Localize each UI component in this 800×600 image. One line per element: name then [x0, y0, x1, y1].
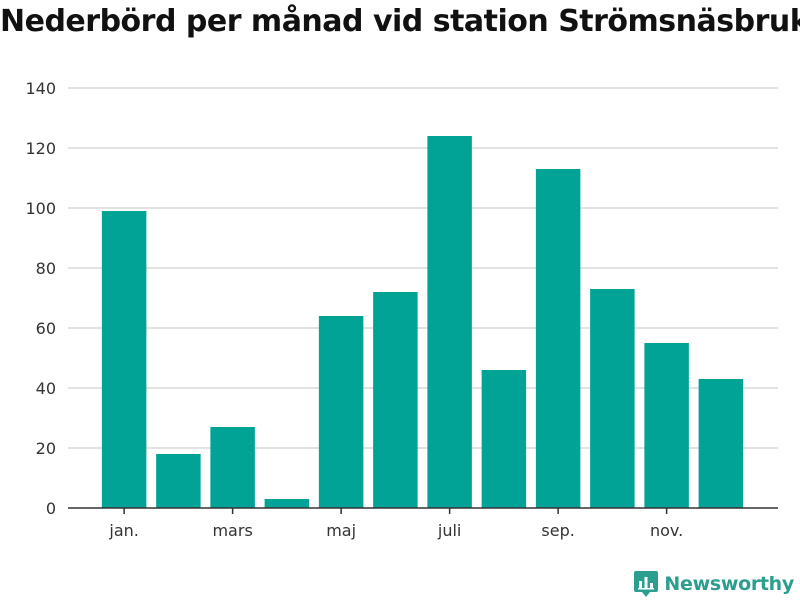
y-tick-label: 60	[36, 319, 56, 338]
bar-sep	[535, 169, 581, 508]
newsworthy-logo-icon	[634, 571, 659, 597]
x-tick-label: mars	[212, 521, 252, 540]
axes: 0 20 40 60 80 100 120 140 jan. mars maj juli sep. nov…	[25, 79, 778, 540]
bar-feb	[156, 454, 201, 508]
bar-series	[101, 136, 744, 508]
bar-dec	[698, 379, 744, 508]
bar-nov	[644, 343, 689, 508]
bar-juni	[373, 292, 418, 508]
x-tick-label: jan.	[108, 521, 138, 540]
y-tick-label: 100	[25, 199, 56, 218]
bar-mars	[210, 427, 255, 508]
y-tick-label: 140	[25, 79, 56, 98]
y-tick-label: 120	[25, 139, 56, 158]
x-tick-label: juli	[437, 521, 461, 540]
y-tick-label: 80	[36, 259, 56, 278]
brand-logo: Newsworthy	[633, 570, 794, 598]
gridlines	[68, 87, 778, 449]
x-tick-label: maj	[326, 521, 356, 540]
bar-okt	[590, 289, 635, 508]
bar-jan	[101, 211, 147, 508]
y-tick-label: 40	[36, 379, 56, 398]
chart-title: Nederbörd per månad vid station Strömsnä…	[0, 4, 800, 39]
bar-juli	[427, 136, 472, 508]
bar-apr	[264, 499, 310, 508]
y-tick-label: 20	[36, 439, 56, 458]
y-tick-label: 0	[46, 499, 56, 518]
bar-maj	[318, 316, 364, 508]
brand-name: Newsworthy	[664, 573, 794, 595]
x-tick-label: sep.	[541, 521, 574, 540]
x-tick-label: nov.	[650, 521, 683, 540]
bar-aug	[481, 370, 527, 508]
